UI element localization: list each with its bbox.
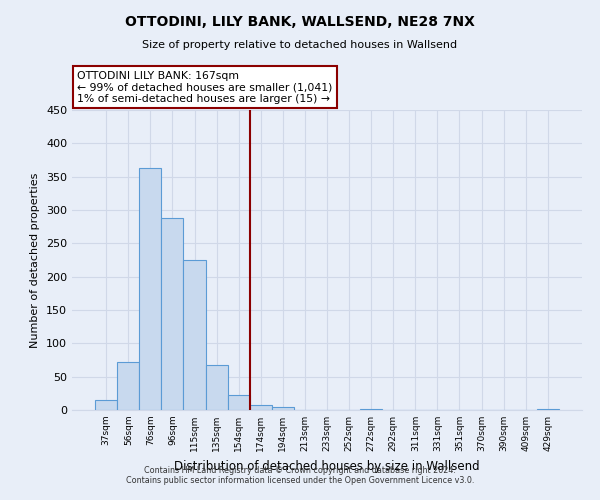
Bar [250, 404, 272, 410]
Bar [117, 362, 139, 410]
X-axis label: Distribution of detached houses by size in Wallsend: Distribution of detached houses by size … [174, 460, 480, 472]
Text: OTTODINI, LILY BANK, WALLSEND, NE28 7NX: OTTODINI, LILY BANK, WALLSEND, NE28 7NX [125, 15, 475, 29]
Bar [184, 260, 206, 410]
Bar [227, 396, 250, 410]
Text: Contains HM Land Registry data © Crown copyright and database right 2024.
Contai: Contains HM Land Registry data © Crown c… [126, 466, 474, 485]
Bar [537, 408, 559, 410]
Y-axis label: Number of detached properties: Number of detached properties [31, 172, 40, 348]
Text: OTTODINI LILY BANK: 167sqm
← 99% of detached houses are smaller (1,041)
1% of se: OTTODINI LILY BANK: 167sqm ← 99% of deta… [77, 71, 332, 104]
Bar [360, 408, 382, 410]
Text: Size of property relative to detached houses in Wallsend: Size of property relative to detached ho… [142, 40, 458, 50]
Bar [161, 218, 184, 410]
Bar [139, 168, 161, 410]
Bar [95, 400, 117, 410]
Bar [272, 406, 294, 410]
Bar [206, 366, 227, 410]
